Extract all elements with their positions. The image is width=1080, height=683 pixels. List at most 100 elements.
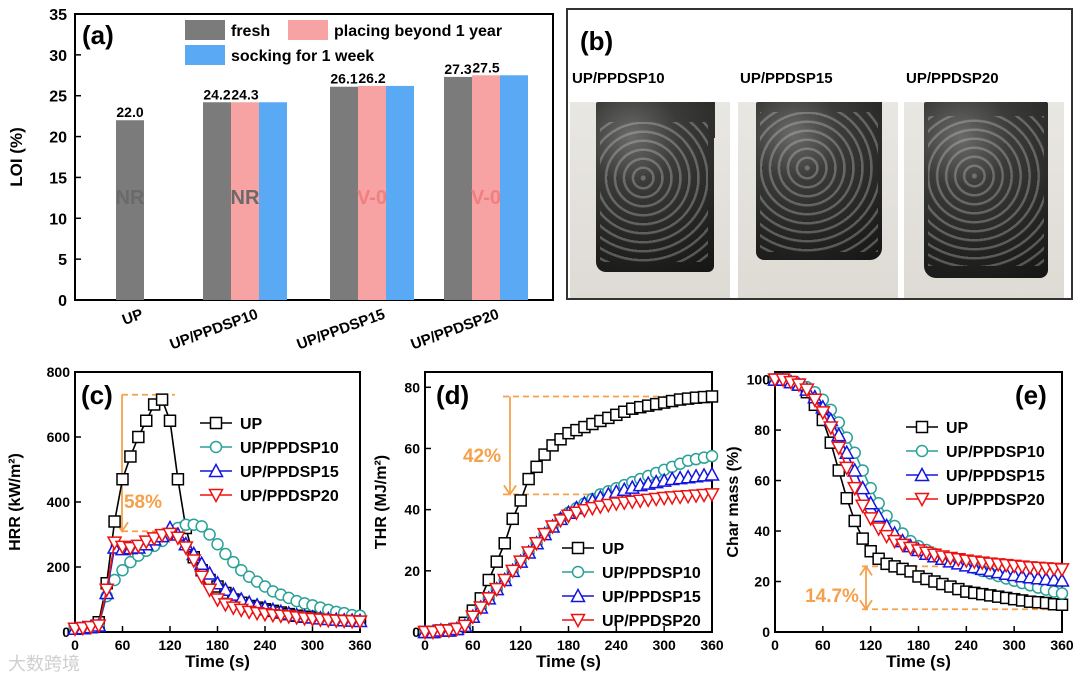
data-point [138, 535, 155, 550]
panel-label: (c) [81, 380, 113, 410]
legend-label: socking for 1 week [231, 48, 374, 65]
y-tick-label: 10 [49, 211, 67, 228]
photo-title-up-ppdsp15: UP/PPDSP15 [740, 70, 833, 87]
annotation-percent: 42% [463, 446, 501, 467]
data-point [799, 383, 815, 398]
legend-marker-up-ppdsp10 [571, 565, 585, 579]
y-tick-label: 20 [754, 574, 770, 590]
data-point [203, 528, 216, 541]
y-tick-label: 600 [47, 429, 71, 445]
x-tick-label: UP/PPDSP15 [295, 306, 388, 354]
data-point [496, 573, 513, 589]
data-point [538, 448, 551, 461]
x-tick-label: 120 [859, 637, 883, 653]
series-up-ppdsp20 [767, 373, 1070, 578]
y-tick-label: 25 [49, 89, 67, 106]
x-tick-label: 300 [652, 637, 676, 653]
legend-label: UP/PPDSP20 [602, 613, 701, 630]
y-tick-label: 800 [47, 364, 71, 380]
legend-label: UP/PPDSP15 [602, 589, 701, 606]
char-bubbles [928, 116, 1044, 266]
data-point [178, 541, 194, 556]
rating-label: V-0 [357, 187, 387, 209]
legend: UP UP/PPDSP10 UP/PPDSP15 UP/PPDSP20 [906, 420, 1045, 509]
rating-label: V-0 [471, 187, 501, 209]
x-tick-label: 180 [907, 637, 931, 653]
legend: UP UP/PPDSP10 UP/PPDSP15 UP/PPDSP20 [200, 416, 339, 505]
legend-label: UP/PPDSP20 [240, 488, 339, 505]
bar-up-ppdsp20-socking-for-1-week [500, 75, 528, 301]
data-point [1055, 598, 1069, 611]
x-tick-label: UP/PPDSP20 [409, 306, 502, 354]
data-point [98, 583, 115, 598]
legend-marker-up-ppdsp15 [208, 462, 224, 478]
data-point [146, 532, 162, 547]
data-point [840, 491, 853, 505]
data-point [552, 514, 569, 529]
data-label: 26.1 [330, 71, 357, 87]
data-point [482, 573, 496, 587]
legend-label: UP/PPDSP10 [240, 440, 339, 457]
data-point [823, 421, 839, 436]
data-point [488, 582, 505, 598]
watermark: 大数跨境 [8, 654, 80, 674]
legend-marker-up-ppdsp15 [914, 466, 930, 482]
y-tick-label: 20 [49, 130, 67, 147]
axes-frame [74, 13, 554, 301]
x-tick-label: 120 [509, 637, 533, 653]
chart-c: 0 60 120 180 240 300 360 0 200 400 600 800 Time (s) H… [7, 364, 372, 671]
data-point [473, 601, 489, 616]
data-point [864, 544, 877, 558]
data-label: 26.2 [358, 70, 385, 86]
x-tick-label: 360 [348, 637, 372, 653]
bar-up-ppdsp15-socking-for-1-week [386, 85, 414, 300]
y-axis-label: HRR (kW/m²) [7, 453, 24, 551]
chart-a: 0 5 10 15 20 25 30 35 LOI (%) 22.0 NR UP 24.2 24.3 NR U… [7, 7, 554, 354]
data-point [846, 462, 863, 477]
legend-label: UP/PPDSP20 [946, 492, 1045, 509]
data-point [831, 441, 847, 456]
annotation-arrow-head [859, 599, 873, 611]
data-point [807, 393, 823, 408]
panel-label: (e) [1015, 380, 1047, 410]
rating-label: NR [116, 187, 145, 209]
legend-marker-up [209, 416, 223, 430]
data-point [862, 512, 879, 527]
data-point [522, 472, 535, 486]
x-tick-label: 60 [115, 637, 131, 653]
char-bubbles [600, 122, 708, 262]
bar-up-ppdsp10-fresh [203, 102, 231, 300]
data-point [211, 538, 224, 551]
data-point [116, 473, 129, 486]
legend-label: fresh [231, 23, 270, 40]
data-point [193, 570, 210, 585]
data-point [568, 506, 585, 521]
legend: UP UP/PPDSP10 UP/PPDSP15 UP/PPDSP20 [562, 541, 701, 630]
data-point [528, 537, 545, 552]
y-tick-label: 40 [404, 502, 420, 518]
y-axis-label: LOI (%) [7, 127, 26, 187]
data-point [854, 480, 871, 495]
data-point [457, 619, 473, 634]
bar-up-ppdsp10-placing-beyond-1-year [231, 102, 259, 300]
chart-e: 0 60 120 180 240 300 360 0 20 40 60 80 100 Time (s) Ch… [725, 371, 1074, 671]
data-point [506, 512, 519, 526]
rating-label: NR [231, 187, 260, 209]
annotation-arrow-head [503, 484, 517, 496]
data-point [856, 532, 869, 545]
data-point [1054, 572, 1070, 587]
data-point [195, 520, 208, 533]
y-tick-label: 0 [58, 293, 67, 310]
data-point [704, 466, 720, 481]
data-point [705, 390, 719, 403]
chart-d: 0 60 120 180 240 300 360 0 20 40 60 80 Time (s) THR (… [373, 371, 724, 671]
y-tick-label: 200 [47, 559, 71, 575]
bar-up-ppdsp20-fresh [444, 76, 472, 300]
series-up-ppdsp20 [67, 527, 368, 637]
data-point [124, 450, 137, 463]
data-point [854, 499, 871, 514]
data-point [704, 488, 720, 503]
legend-marker-up-ppdsp15 [570, 587, 586, 603]
y-tick-label: 20 [404, 563, 420, 579]
y-tick-label: 80 [404, 379, 420, 395]
